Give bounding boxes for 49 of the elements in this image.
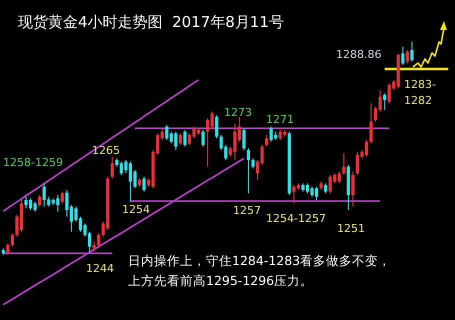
- candlestick: [242, 128, 246, 151]
- candlestick: [38, 194, 42, 208]
- annotation: 1265: [92, 144, 120, 157]
- candlestick: [406, 50, 409, 64]
- candlestick: [306, 182, 310, 194]
- annotation: 日内操作上，守住1284-1283看多做多不变，: [128, 253, 392, 268]
- candlestick: [324, 182, 328, 194]
- candlestick: [6, 242, 10, 256]
- candlestick: [183, 130, 186, 148]
- candlestick: [128, 161, 132, 202]
- candlestick: [314, 186, 318, 200]
- candlestick: [10, 232, 14, 248]
- candlestick: [178, 132, 182, 146]
- candlestick: [92, 241, 96, 252]
- candlestick: [364, 140, 368, 158]
- annotation: 上方先看前高1295-1296压力。: [128, 273, 314, 288]
- candlestick: [265, 134, 268, 148]
- annotation: 1273: [224, 106, 252, 119]
- candlestick: [251, 158, 255, 169]
- candlestick: [342, 152, 346, 176]
- candlestick: [97, 232, 100, 248]
- candlestick: [33, 201, 37, 212]
- annotation: 1271: [266, 113, 294, 126]
- title: 现货黄金4小时走势图 2017年8月11号: [18, 13, 284, 31]
- candlestick: [410, 41, 414, 62]
- annotation: 1254: [122, 203, 150, 216]
- candlestick: [356, 151, 360, 176]
- annotation: 1251: [337, 222, 365, 235]
- candlestick: [369, 102, 373, 144]
- candlestick: [310, 186, 314, 198]
- candlestick: [28, 198, 32, 210]
- candlestick: [188, 132, 192, 146]
- candlestick: [401, 46, 404, 66]
- candlestick: [383, 92, 386, 110]
- candlestick: [110, 156, 114, 179]
- candlestick: [351, 171, 354, 208]
- candlestick: [215, 114, 218, 139]
- candlestick: [246, 148, 250, 194]
- candlestick: [201, 130, 205, 148]
- annotation: 1244: [86, 262, 114, 275]
- candlestick: [24, 196, 28, 209]
- annotation: 1283-1282: [404, 78, 436, 107]
- annotation: 1254-1257: [266, 212, 326, 225]
- annotation: 1288.86: [336, 48, 382, 61]
- candlestick: [206, 118, 210, 168]
- annotation: 1257: [233, 204, 261, 217]
- candlestick: [60, 191, 64, 204]
- candlestick: [142, 176, 146, 192]
- annotation: 1258-1259: [3, 156, 63, 169]
